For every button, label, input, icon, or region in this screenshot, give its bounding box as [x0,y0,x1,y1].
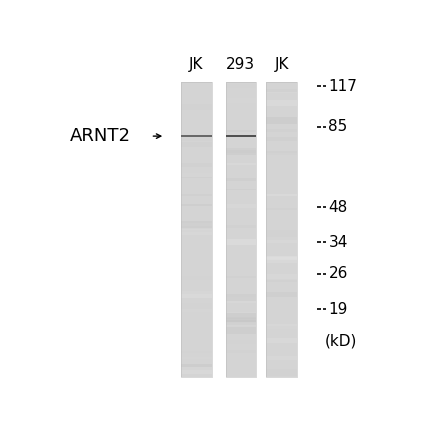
Bar [181,351,212,353]
Bar [267,355,297,360]
Bar [181,363,212,365]
Bar [181,276,212,280]
Bar [181,173,212,177]
Bar [267,274,297,279]
Bar [226,294,256,301]
Bar [226,340,256,344]
Bar [267,137,297,141]
Bar [267,338,297,343]
Bar [181,357,212,359]
Text: (kD): (kD) [325,333,357,348]
Bar [226,351,256,353]
Bar [226,277,256,278]
Bar [267,324,297,329]
Bar [226,225,256,228]
Bar [181,173,212,178]
Bar [181,303,212,309]
Bar [267,194,297,196]
Bar [267,89,297,92]
Bar [226,239,256,245]
Bar [181,294,212,298]
Bar [267,280,297,282]
Bar [226,150,256,155]
Bar [226,297,256,303]
Bar [226,148,256,153]
Bar [181,364,212,370]
Bar [181,208,212,213]
Bar [267,208,297,210]
Bar [181,82,212,377]
Bar [267,240,297,243]
Bar [181,163,212,168]
Bar [226,178,256,181]
Text: ARNT2: ARNT2 [70,127,132,145]
Bar [226,98,256,103]
Bar [226,131,256,132]
Bar [181,223,212,227]
Bar [226,317,256,321]
Bar [267,260,297,263]
Bar [181,194,212,196]
Bar [226,135,256,138]
Bar [181,350,212,353]
Bar [181,292,212,296]
Bar [267,150,297,155]
Text: JK: JK [275,56,289,71]
Text: 48: 48 [329,200,348,215]
Bar [267,256,297,263]
Bar [226,82,256,377]
Bar [226,204,256,209]
Bar [226,318,256,325]
Bar [267,230,297,237]
Bar [226,317,256,323]
Bar [181,229,212,235]
Bar [226,163,256,165]
Bar [226,278,256,284]
Bar [181,230,212,232]
Bar [267,257,297,259]
Bar [267,100,297,106]
Text: 26: 26 [329,266,348,281]
Text: 117: 117 [329,78,357,93]
Bar [181,142,212,147]
Bar [267,292,297,298]
Bar [267,153,297,155]
Bar [181,309,212,312]
Bar [267,129,297,132]
Bar [181,105,212,110]
Bar [226,82,256,377]
Text: 34: 34 [329,235,348,250]
Bar [226,189,256,191]
Bar [181,367,212,374]
Bar [181,135,212,138]
Bar [181,204,212,206]
Bar [267,82,297,377]
Text: JK: JK [189,56,204,71]
Bar [267,206,297,208]
Bar [267,89,297,93]
Text: 85: 85 [329,120,348,135]
Text: 19: 19 [329,302,348,317]
Bar [181,135,212,141]
Bar [226,322,256,326]
Bar [267,82,297,377]
Bar [226,312,256,318]
Bar [226,313,256,319]
Bar [181,295,212,303]
Bar [181,82,212,377]
Bar [226,326,256,333]
Bar [267,258,297,260]
Text: 293: 293 [226,56,255,71]
Bar [267,370,297,377]
Bar [267,117,297,124]
Bar [267,326,297,329]
Bar [226,321,256,322]
Bar [226,84,256,88]
Bar [181,221,212,228]
